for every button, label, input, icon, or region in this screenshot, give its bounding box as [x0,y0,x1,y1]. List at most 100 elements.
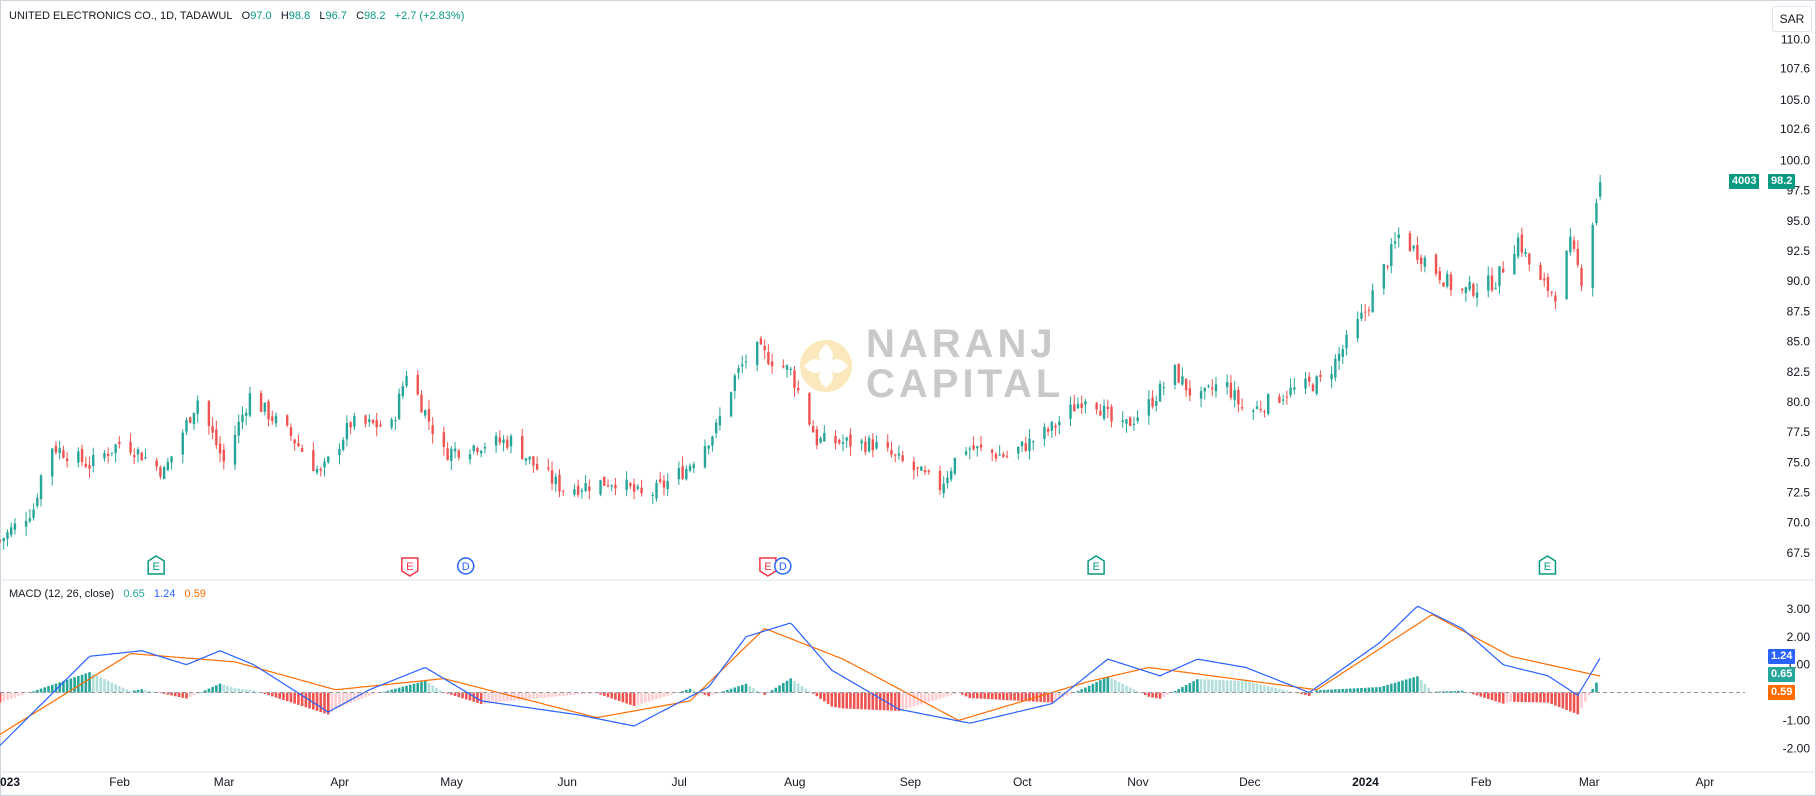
candle [1177,363,1180,384]
candle [1054,423,1057,436]
histogram-bar [1494,692,1498,702]
candle [1136,410,1139,424]
candle [58,440,61,460]
histogram-bar [491,692,494,703]
candle [953,457,957,476]
candle [1005,450,1009,459]
earnings-marker[interactable]: E [147,555,165,575]
earnings-marker[interactable]: E [759,557,777,577]
histogram-bar [1341,688,1345,693]
time-axis[interactable]: 2023 Feb Mar Apr May Jun Jul Aug Sep Oct Nov Dec 202… [0,775,1714,789]
candle [457,449,460,461]
histogram-bar [558,692,561,697]
candle [319,466,322,477]
histogram-bar [479,692,483,705]
histogram-bar [367,692,371,696]
candle [1263,409,1266,418]
time-axis-label: Mar [1579,775,1600,789]
histogram-bar [975,692,979,699]
histogram-bar [36,689,39,693]
histogram-bar [752,688,755,693]
candle [573,484,576,497]
candle [927,469,930,475]
histogram-bar [543,692,546,698]
low-label: L [319,10,326,22]
candle [1546,273,1550,298]
dividend-marker[interactable]: D [457,557,475,575]
histogram-bar [453,692,457,696]
histogram-bar [1315,690,1318,693]
histogram-bar [345,692,349,705]
candle [1020,441,1024,453]
histogram-bar [1237,680,1240,693]
macd-legend-title[interactable]: MACD (12, 26, close) [9,588,115,600]
candle [166,457,170,472]
time-axis-label: Sep [900,775,922,789]
histogram-bar [1117,681,1121,693]
candle [1308,372,1311,387]
candle [972,436,975,451]
price-axis-label: 107.6 [1780,62,1810,76]
histogram-bar [998,692,1001,700]
histogram-bar [1251,682,1255,693]
candle [923,465,927,475]
candle [685,465,688,481]
macd-legend[interactable]: MACD (12, 26, close) 0.65 1.24 0.59 [9,588,206,600]
histogram-bar [685,689,688,693]
histogram-bar [1110,678,1113,693]
candle [424,409,427,419]
candle [711,435,714,452]
candle [77,447,80,468]
candle [1259,400,1262,413]
histogram-bar [602,692,606,696]
histogram-bar [438,690,442,693]
candle [860,438,863,451]
histogram-bar [890,692,893,711]
candle [632,478,636,500]
currency-button[interactable]: SAR [1772,6,1812,32]
histogram-bar [815,692,819,697]
symbol-title[interactable]: UNITED ELECTRONICS CO., 1D, TADAWUL [9,10,233,22]
low-value: 96.7 [325,10,347,22]
price-axis-label: 90.0 [1787,274,1811,288]
histogram-bar [629,692,632,705]
candle [65,451,69,468]
histogram-bar [729,688,733,693]
histogram-bar [841,692,845,709]
candle [1184,378,1188,397]
histogram-bar [1479,692,1483,697]
histogram-bar [658,692,662,699]
histogram-bar [1367,687,1371,693]
open-label: O [241,10,251,22]
symbol-legend[interactable]: UNITED ELECTRONICS CO., 1D, TADAWUL O97.… [9,10,464,22]
histogram-bar [1274,688,1277,693]
time-axis-label: May [440,775,463,789]
earnings-marker[interactable]: E [1087,555,1105,575]
candle [1110,404,1113,428]
histogram-bar [132,690,136,693]
earnings-marker[interactable]: E [1538,555,1557,575]
histogram-bar [405,685,408,693]
histogram-bar [871,692,875,710]
histogram-bar [319,692,323,713]
histogram-bar [39,688,43,693]
earnings-marker[interactable]: E [401,557,419,577]
candle [297,434,300,448]
candle [196,395,199,423]
dividend-marker[interactable]: D [774,557,792,575]
histogram-bar [666,692,669,696]
histogram-bar [1024,692,1028,702]
time-axis-label: Apr [330,775,349,789]
candle [1162,381,1165,396]
histogram-bar [901,692,904,710]
histogram-bar [1401,680,1404,693]
candle [558,469,561,498]
histogram-bar [1386,684,1389,693]
candle [1285,390,1289,405]
candle [349,421,352,435]
histogram-bar [338,692,341,708]
price-axis[interactable]: 110.0107.6105.0102.6100.097.595.092.590.… [1780,33,1810,560]
histogram-bar [934,692,938,700]
watermark-line2: CAPITAL [866,362,1065,406]
